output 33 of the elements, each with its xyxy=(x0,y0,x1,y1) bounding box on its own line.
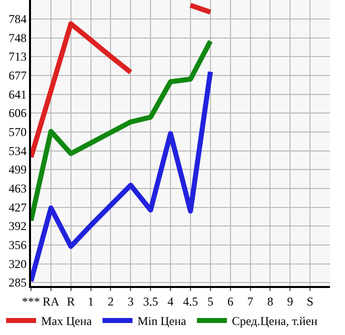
y-tick-label: 499 xyxy=(8,162,27,177)
y-tick-label: 392 xyxy=(8,219,27,234)
x-tick-label: R xyxy=(66,294,75,308)
x-tick-label: 6 xyxy=(227,294,234,308)
x-tick-label: S xyxy=(306,294,314,308)
y-tick-label: 285 xyxy=(8,276,27,290)
x-tick-label: RA xyxy=(42,294,60,308)
x-tick-label: 7 xyxy=(247,294,254,308)
x-tick-label: 9 xyxy=(287,294,294,308)
x-tick-label: 4 xyxy=(168,294,174,308)
y-tick-label: 427 xyxy=(8,200,27,215)
x-tick-label: 3 xyxy=(128,294,134,308)
legend-label: Сред.Цена, т.йен xyxy=(232,314,318,328)
y-tick-label: 356 xyxy=(8,238,27,252)
legend-label: Min Цена xyxy=(138,314,187,328)
legend-label: Max Цена xyxy=(41,314,93,328)
x-tick-label: 5 xyxy=(207,294,214,308)
y-tick-label: 320 xyxy=(8,257,27,272)
y-tick-label: 463 xyxy=(8,182,27,196)
x-tick-label: 1 xyxy=(88,294,94,308)
x-tick-label: 8 xyxy=(267,294,274,308)
y-tick-label: 570 xyxy=(8,125,27,140)
y-tick-label: 748 xyxy=(8,31,27,46)
x-tick-label: 4,5 xyxy=(182,294,198,308)
y-tick-label: 641 xyxy=(8,88,27,102)
y-tick-label: 606 xyxy=(8,106,27,120)
x-tick-label: 2 xyxy=(108,294,114,308)
y-tick-label: 784 xyxy=(8,12,27,26)
y-tick-label: 677 xyxy=(8,68,27,83)
x-tick-label: *** xyxy=(22,294,40,308)
y-tick-label: 713 xyxy=(8,50,27,64)
x-tick-label: 3,5 xyxy=(143,294,158,308)
y-tick-label: 534 xyxy=(8,144,27,158)
